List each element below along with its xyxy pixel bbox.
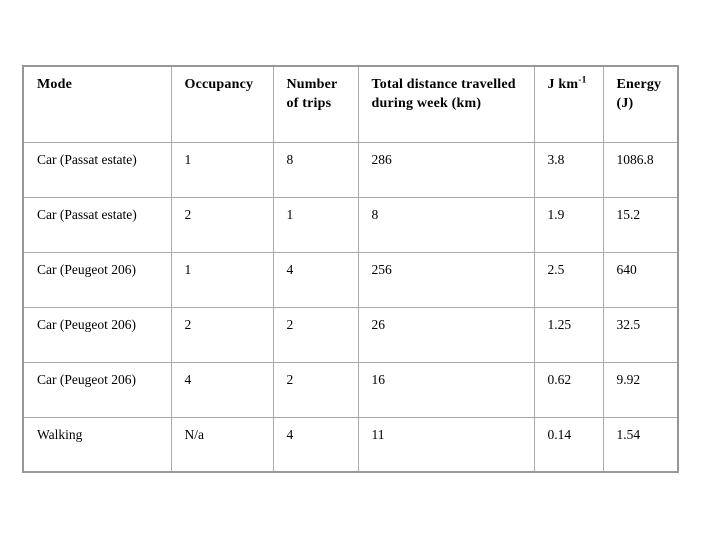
table-row: Car (Peugeot 206) 4 2 16 0.62 9.92 [22,361,679,418]
cell-mode: Car (Peugeot 206) [22,251,172,308]
cell-trips: 4 [272,251,359,308]
cell-energy: 15.2 [602,196,679,253]
cell-mode: Car (Peugeot 206) [22,306,172,363]
cell-trips: 2 [272,361,359,418]
cell-trips: 4 [272,416,359,473]
column-header-energy-label: Energy (J) [616,77,662,111]
cell-occupancy: 2 [170,306,274,363]
cell-occupancy: 2 [170,196,274,253]
cell-j-per-km: 2.5 [533,251,604,308]
cell-mode: Car (Passat estate) [22,141,172,198]
column-header-total-distance-label: Total distance travelled during week (km… [371,77,516,111]
cell-j-per-km: 1.9 [533,196,604,253]
cell-trips: 8 [272,141,359,198]
cell-trips: 1 [272,196,359,253]
cell-energy: 1.54 [602,416,679,473]
cell-distance: 11 [357,416,535,473]
table-row: Walking N/a 4 11 0.14 1.54 [22,416,679,473]
energy-data-table: Mode Occupancy Number of trips Total dis… [22,65,679,473]
cell-occupancy: 4 [170,361,274,418]
table-container: Mode Occupancy Number of trips Total dis… [22,65,679,473]
column-header-j-per-km: J km-1 [533,65,604,143]
cell-j-per-km: 0.62 [533,361,604,418]
cell-energy: 32.5 [602,306,679,363]
column-header-energy: Energy (J) [602,65,679,143]
cell-occupancy: 1 [170,251,274,308]
column-header-number-of-trips-label: Number of trips [286,77,338,111]
cell-mode: Car (Passat estate) [22,196,172,253]
cell-energy: 1086.8 [602,141,679,198]
cell-trips: 2 [272,306,359,363]
cell-energy: 640 [602,251,679,308]
cell-occupancy: 1 [170,141,274,198]
cell-occupancy: N/a [170,416,274,473]
table-row: Car (Passat estate) 2 1 8 1.9 15.2 [22,196,679,253]
table-row: Car (Peugeot 206) 1 4 256 2.5 640 [22,251,679,308]
cell-distance: 256 [357,251,535,308]
cell-mode: Car (Peugeot 206) [22,361,172,418]
column-header-total-distance: Total distance travelled during week (km… [357,65,535,143]
cell-j-per-km: 0.14 [533,416,604,473]
cell-distance: 8 [357,196,535,253]
column-header-mode-label: Mode [37,77,73,92]
cell-distance: 286 [357,141,535,198]
table-row: Car (Passat estate) 1 8 286 3.8 1086.8 [22,141,679,198]
cell-energy: 9.92 [602,361,679,418]
column-header-j-per-km-superscript: -1 [578,75,587,86]
column-header-number-of-trips: Number of trips [272,65,359,143]
column-header-occupancy: Occupancy [170,65,274,143]
cell-j-per-km: 1.25 [533,306,604,363]
table-row: Car (Peugeot 206) 2 2 26 1.25 32.5 [22,306,679,363]
cell-j-per-km: 3.8 [533,141,604,198]
cell-mode: Walking [22,416,172,473]
column-header-occupancy-label: Occupancy [184,77,254,92]
header-row: Mode Occupancy Number of trips Total dis… [22,65,679,143]
cell-distance: 16 [357,361,535,418]
cell-distance: 26 [357,306,535,363]
column-header-mode: Mode [22,65,172,143]
column-header-j-per-km-label: J km [547,77,579,92]
